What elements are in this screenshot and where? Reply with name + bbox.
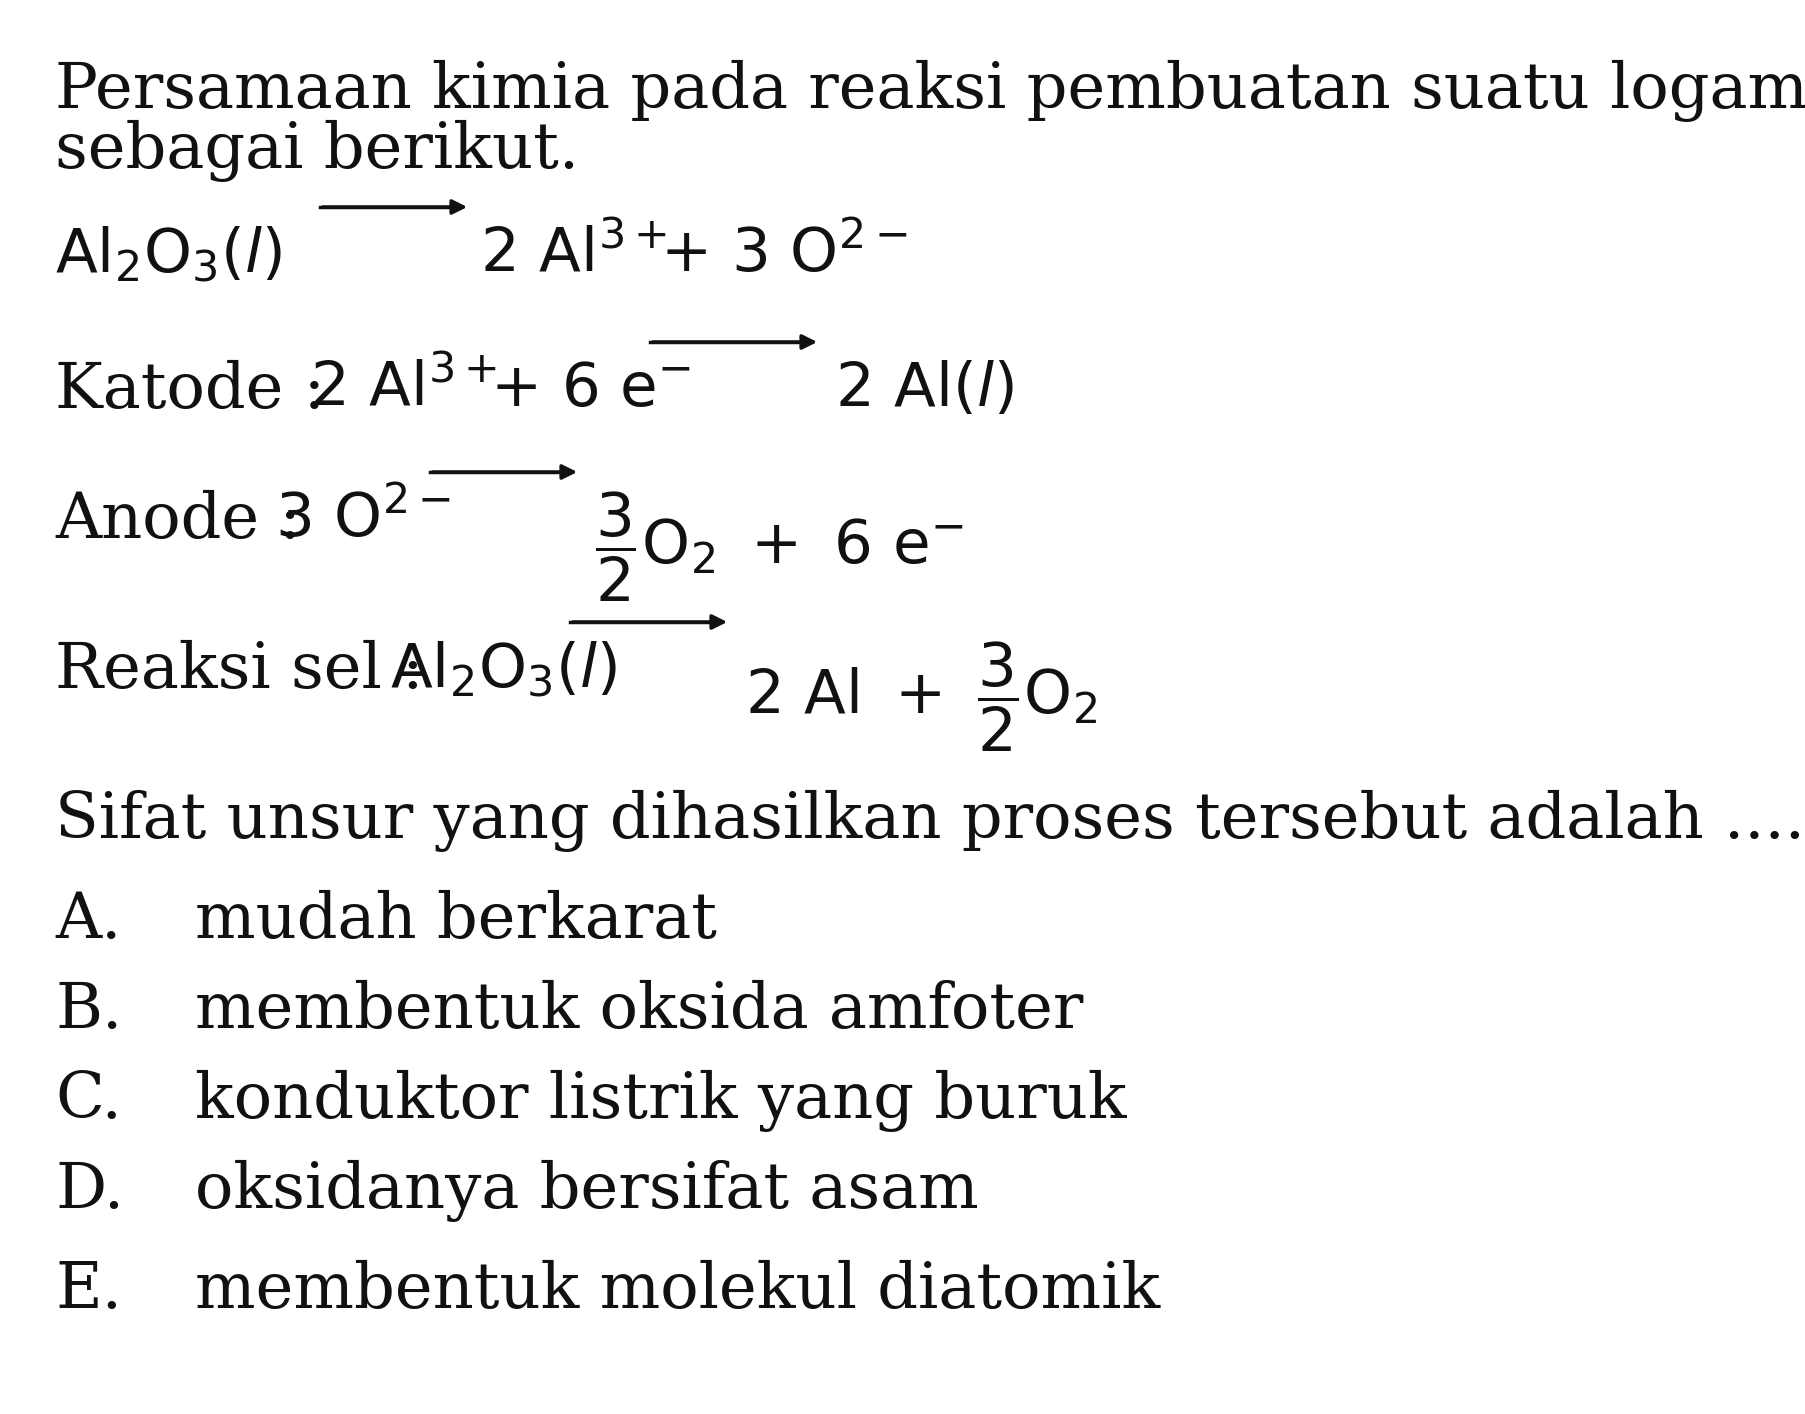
Text: membentuk molekul diatomik: membentuk molekul diatomik <box>195 1260 1159 1321</box>
Text: Sifat unsur yang dihasilkan proses tersebut adalah ....: Sifat unsur yang dihasilkan proses terse… <box>54 790 1803 853</box>
Text: $\mathrm{Al_2O_3}(\mathit{l})$: $\mathrm{Al_2O_3}(\mathit{l})$ <box>390 641 617 700</box>
Text: $\mathrm{2\ Al^{3+}}$: $\mathrm{2\ Al^{3+}}$ <box>310 361 496 419</box>
Text: mudah berkarat: mudah berkarat <box>195 889 717 952</box>
Text: Persamaan kimia pada reaksi pembuatan suatu logam: Persamaan kimia pada reaksi pembuatan su… <box>54 59 1805 122</box>
Text: A.: A. <box>54 889 121 952</box>
Text: sebagai berikut.: sebagai berikut. <box>54 120 579 182</box>
Text: Reaksi sel :: Reaksi sel : <box>54 641 444 701</box>
Text: membentuk oksida amfoter: membentuk oksida amfoter <box>195 980 1083 1041</box>
Text: Katode :: Katode : <box>54 361 345 421</box>
Text: D.: D. <box>54 1159 125 1222</box>
Text: $\mathrm{Al_2O_3}(\mathit{l})$: $\mathrm{Al_2O_3}(\mathit{l})$ <box>54 225 282 286</box>
Text: konduktor listrik yang buruk: konduktor listrik yang buruk <box>195 1070 1126 1133</box>
Text: $\mathrm{2\ Al(\mathit{l})}$: $\mathrm{2\ Al(\mathit{l})}$ <box>834 361 1013 419</box>
Text: Anode :: Anode : <box>54 491 321 551</box>
Text: $\mathrm{2\ Al^{3+}}$: $\mathrm{2\ Al^{3+}}$ <box>480 225 666 284</box>
Text: $\mathrm{3\ O^{2-}}$: $\mathrm{3\ O^{2-}}$ <box>274 491 451 550</box>
Text: $\mathrm{+\ 3\ O^{2-}}$: $\mathrm{+\ 3\ O^{2-}}$ <box>659 225 906 284</box>
Text: $\dfrac{3}{2}\mathrm{O_2\ +\ 6\ e^{-}}$: $\dfrac{3}{2}\mathrm{O_2\ +\ 6\ e^{-}}$ <box>594 491 964 604</box>
Text: B.: B. <box>54 980 123 1041</box>
Text: $\mathrm{+\ 6\ e^{-}}$: $\mathrm{+\ 6\ e^{-}}$ <box>489 361 691 419</box>
Text: oksidanya bersifat asam: oksidanya bersifat asam <box>195 1159 978 1222</box>
Text: E.: E. <box>54 1260 123 1321</box>
Text: $\mathrm{2\ Al\ +\ \dfrac{3}{2}O_2}$: $\mathrm{2\ Al\ +\ \dfrac{3}{2}O_2}$ <box>745 641 1097 754</box>
Text: C.: C. <box>54 1070 121 1131</box>
